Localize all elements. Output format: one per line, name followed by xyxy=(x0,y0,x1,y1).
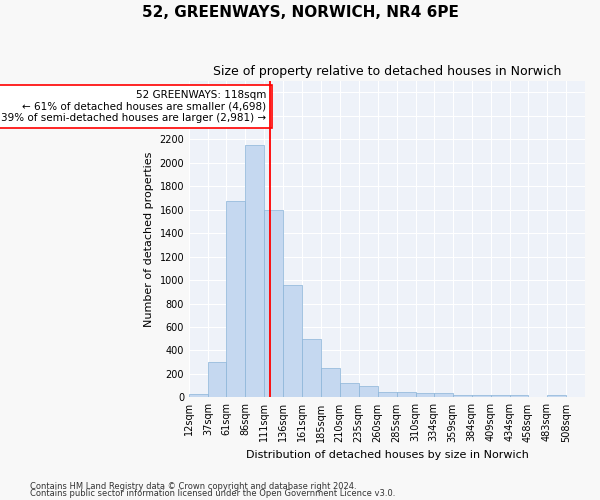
Bar xyxy=(434,394,453,398)
Bar xyxy=(491,395,510,398)
Bar xyxy=(510,395,528,398)
Bar xyxy=(302,339,320,398)
Bar xyxy=(528,397,547,398)
Bar xyxy=(189,394,208,398)
Bar xyxy=(245,145,265,398)
Bar xyxy=(472,395,491,398)
Bar xyxy=(377,392,397,398)
Text: 52 GREENWAYS: 118sqm
← 61% of detached houses are smaller (4,698)
39% of semi-de: 52 GREENWAYS: 118sqm ← 61% of detached h… xyxy=(1,90,266,123)
Bar xyxy=(340,384,359,398)
Y-axis label: Number of detached properties: Number of detached properties xyxy=(144,152,154,326)
Bar xyxy=(416,394,434,398)
Title: Size of property relative to detached houses in Norwich: Size of property relative to detached ho… xyxy=(213,65,561,78)
Bar xyxy=(283,285,302,398)
Bar xyxy=(453,395,472,398)
Text: Contains public sector information licensed under the Open Government Licence v3: Contains public sector information licen… xyxy=(30,489,395,498)
Text: 52, GREENWAYS, NORWICH, NR4 6PE: 52, GREENWAYS, NORWICH, NR4 6PE xyxy=(142,5,458,20)
Bar xyxy=(226,202,245,398)
Bar xyxy=(566,397,585,398)
Bar xyxy=(320,368,340,398)
Bar xyxy=(265,210,283,398)
Bar xyxy=(547,395,566,398)
Text: Contains HM Land Registry data © Crown copyright and database right 2024.: Contains HM Land Registry data © Crown c… xyxy=(30,482,356,491)
Bar xyxy=(208,362,226,398)
X-axis label: Distribution of detached houses by size in Norwich: Distribution of detached houses by size … xyxy=(245,450,529,460)
Bar xyxy=(397,392,416,398)
Bar xyxy=(359,386,377,398)
